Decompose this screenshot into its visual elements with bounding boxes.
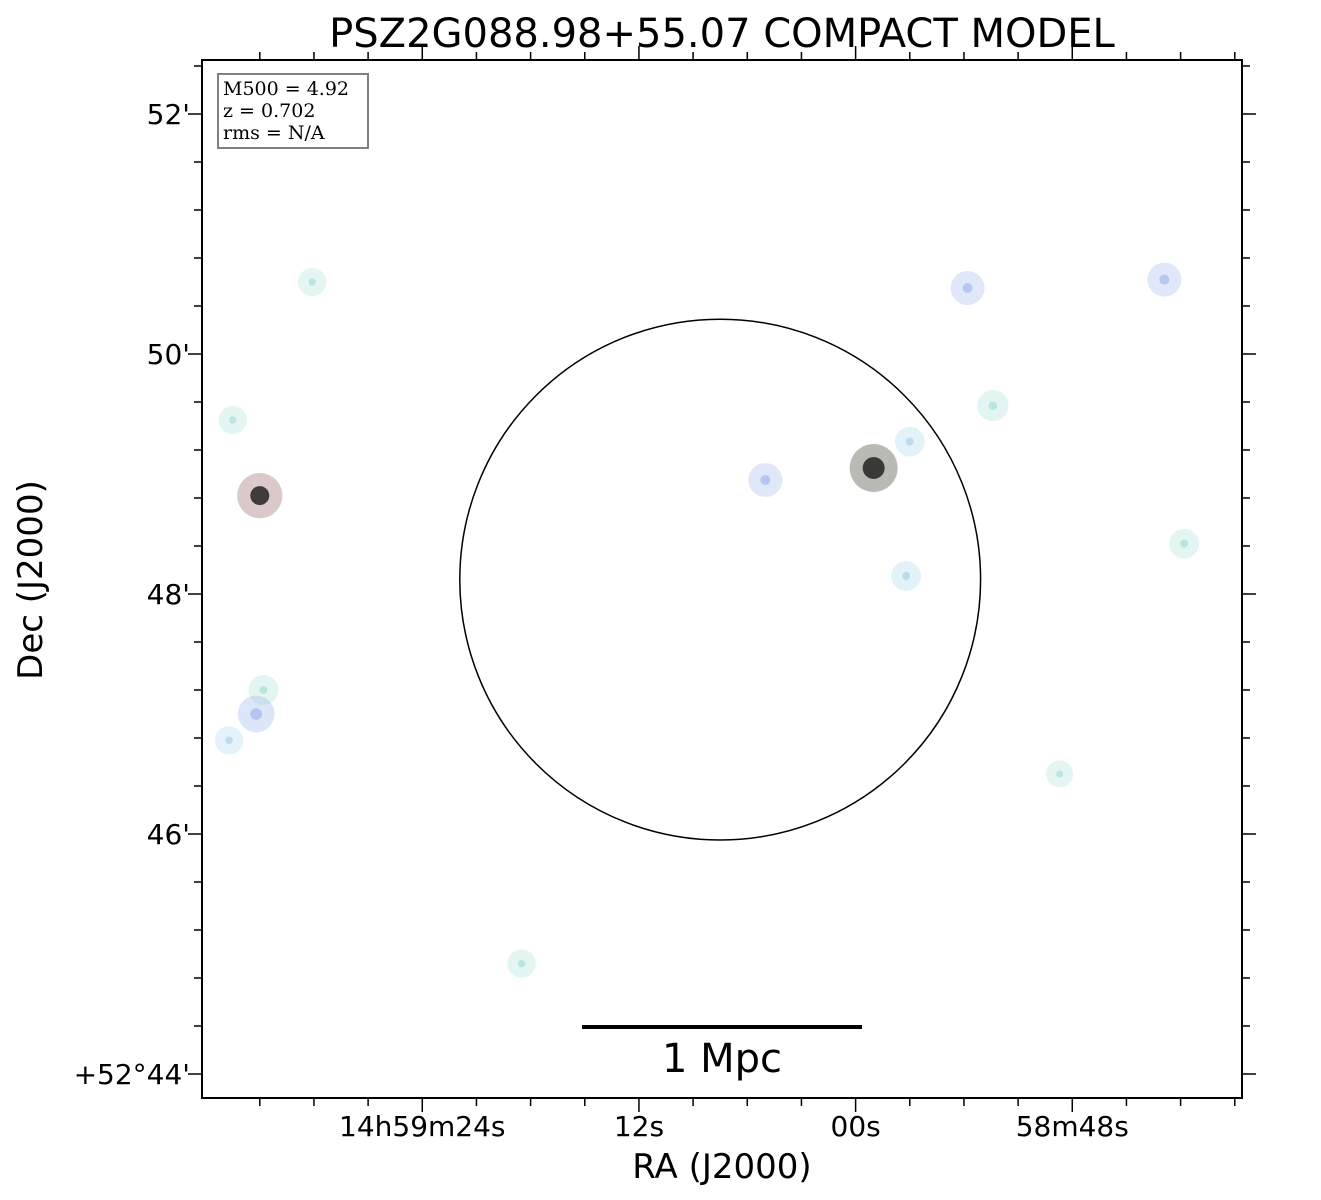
source-core [905, 437, 914, 446]
x-axis-label: RA (J2000) [632, 1147, 811, 1187]
source-core [1180, 539, 1189, 548]
y-tick-label: 50' [147, 338, 190, 371]
y-tick-label: 48' [147, 578, 190, 611]
source-core [1056, 770, 1064, 778]
source-core [250, 486, 270, 506]
source-core [517, 959, 526, 968]
y-tick-label: 46' [147, 818, 190, 851]
aperture-circle [459, 318, 982, 841]
source-core [308, 278, 316, 286]
plot-frame [202, 60, 1242, 1098]
scale-bar-label: 1 Mpc [662, 1036, 782, 1082]
x-tick-label: 14h59m24s [339, 1110, 506, 1143]
y-tick-label: +52°44' [74, 1058, 190, 1091]
x-tick-label: 00s [831, 1110, 881, 1143]
source-core [1159, 274, 1170, 285]
source-core [259, 686, 268, 694]
source-core [228, 416, 237, 424]
source-core [902, 572, 911, 580]
x-tick-label: 58m48s [1016, 1110, 1129, 1143]
x-tick-label: 12s [614, 1110, 664, 1143]
source-core [250, 708, 263, 720]
info-m500: M500 = 4.92 [223, 78, 349, 100]
sources-layer [214, 60, 1200, 978]
source-core [225, 736, 233, 745]
ticks-layer: 14h59m24s 12s 00s 58m48s 52' 50' 48' 46' +52°44' [74, 46, 1256, 1143]
source-core [862, 457, 885, 479]
plot-border [201, 59, 1243, 1099]
info-box: M500 = 4.92 z = 0.702 rms = N/A [217, 73, 369, 149]
y-tick-label: 52' [147, 98, 190, 131]
source-core [988, 401, 998, 410]
source-core [760, 475, 771, 485]
info-redshift: z = 0.702 [223, 100, 315, 122]
y-axis-label: Dec (J2000) [11, 480, 51, 680]
info-box-frame [217, 73, 369, 149]
chart-title: PSZ2G088.98+55.07 COMPACT MODEL [329, 11, 1115, 57]
source-core [962, 283, 973, 293]
info-rms: rms = N/A [223, 122, 325, 144]
